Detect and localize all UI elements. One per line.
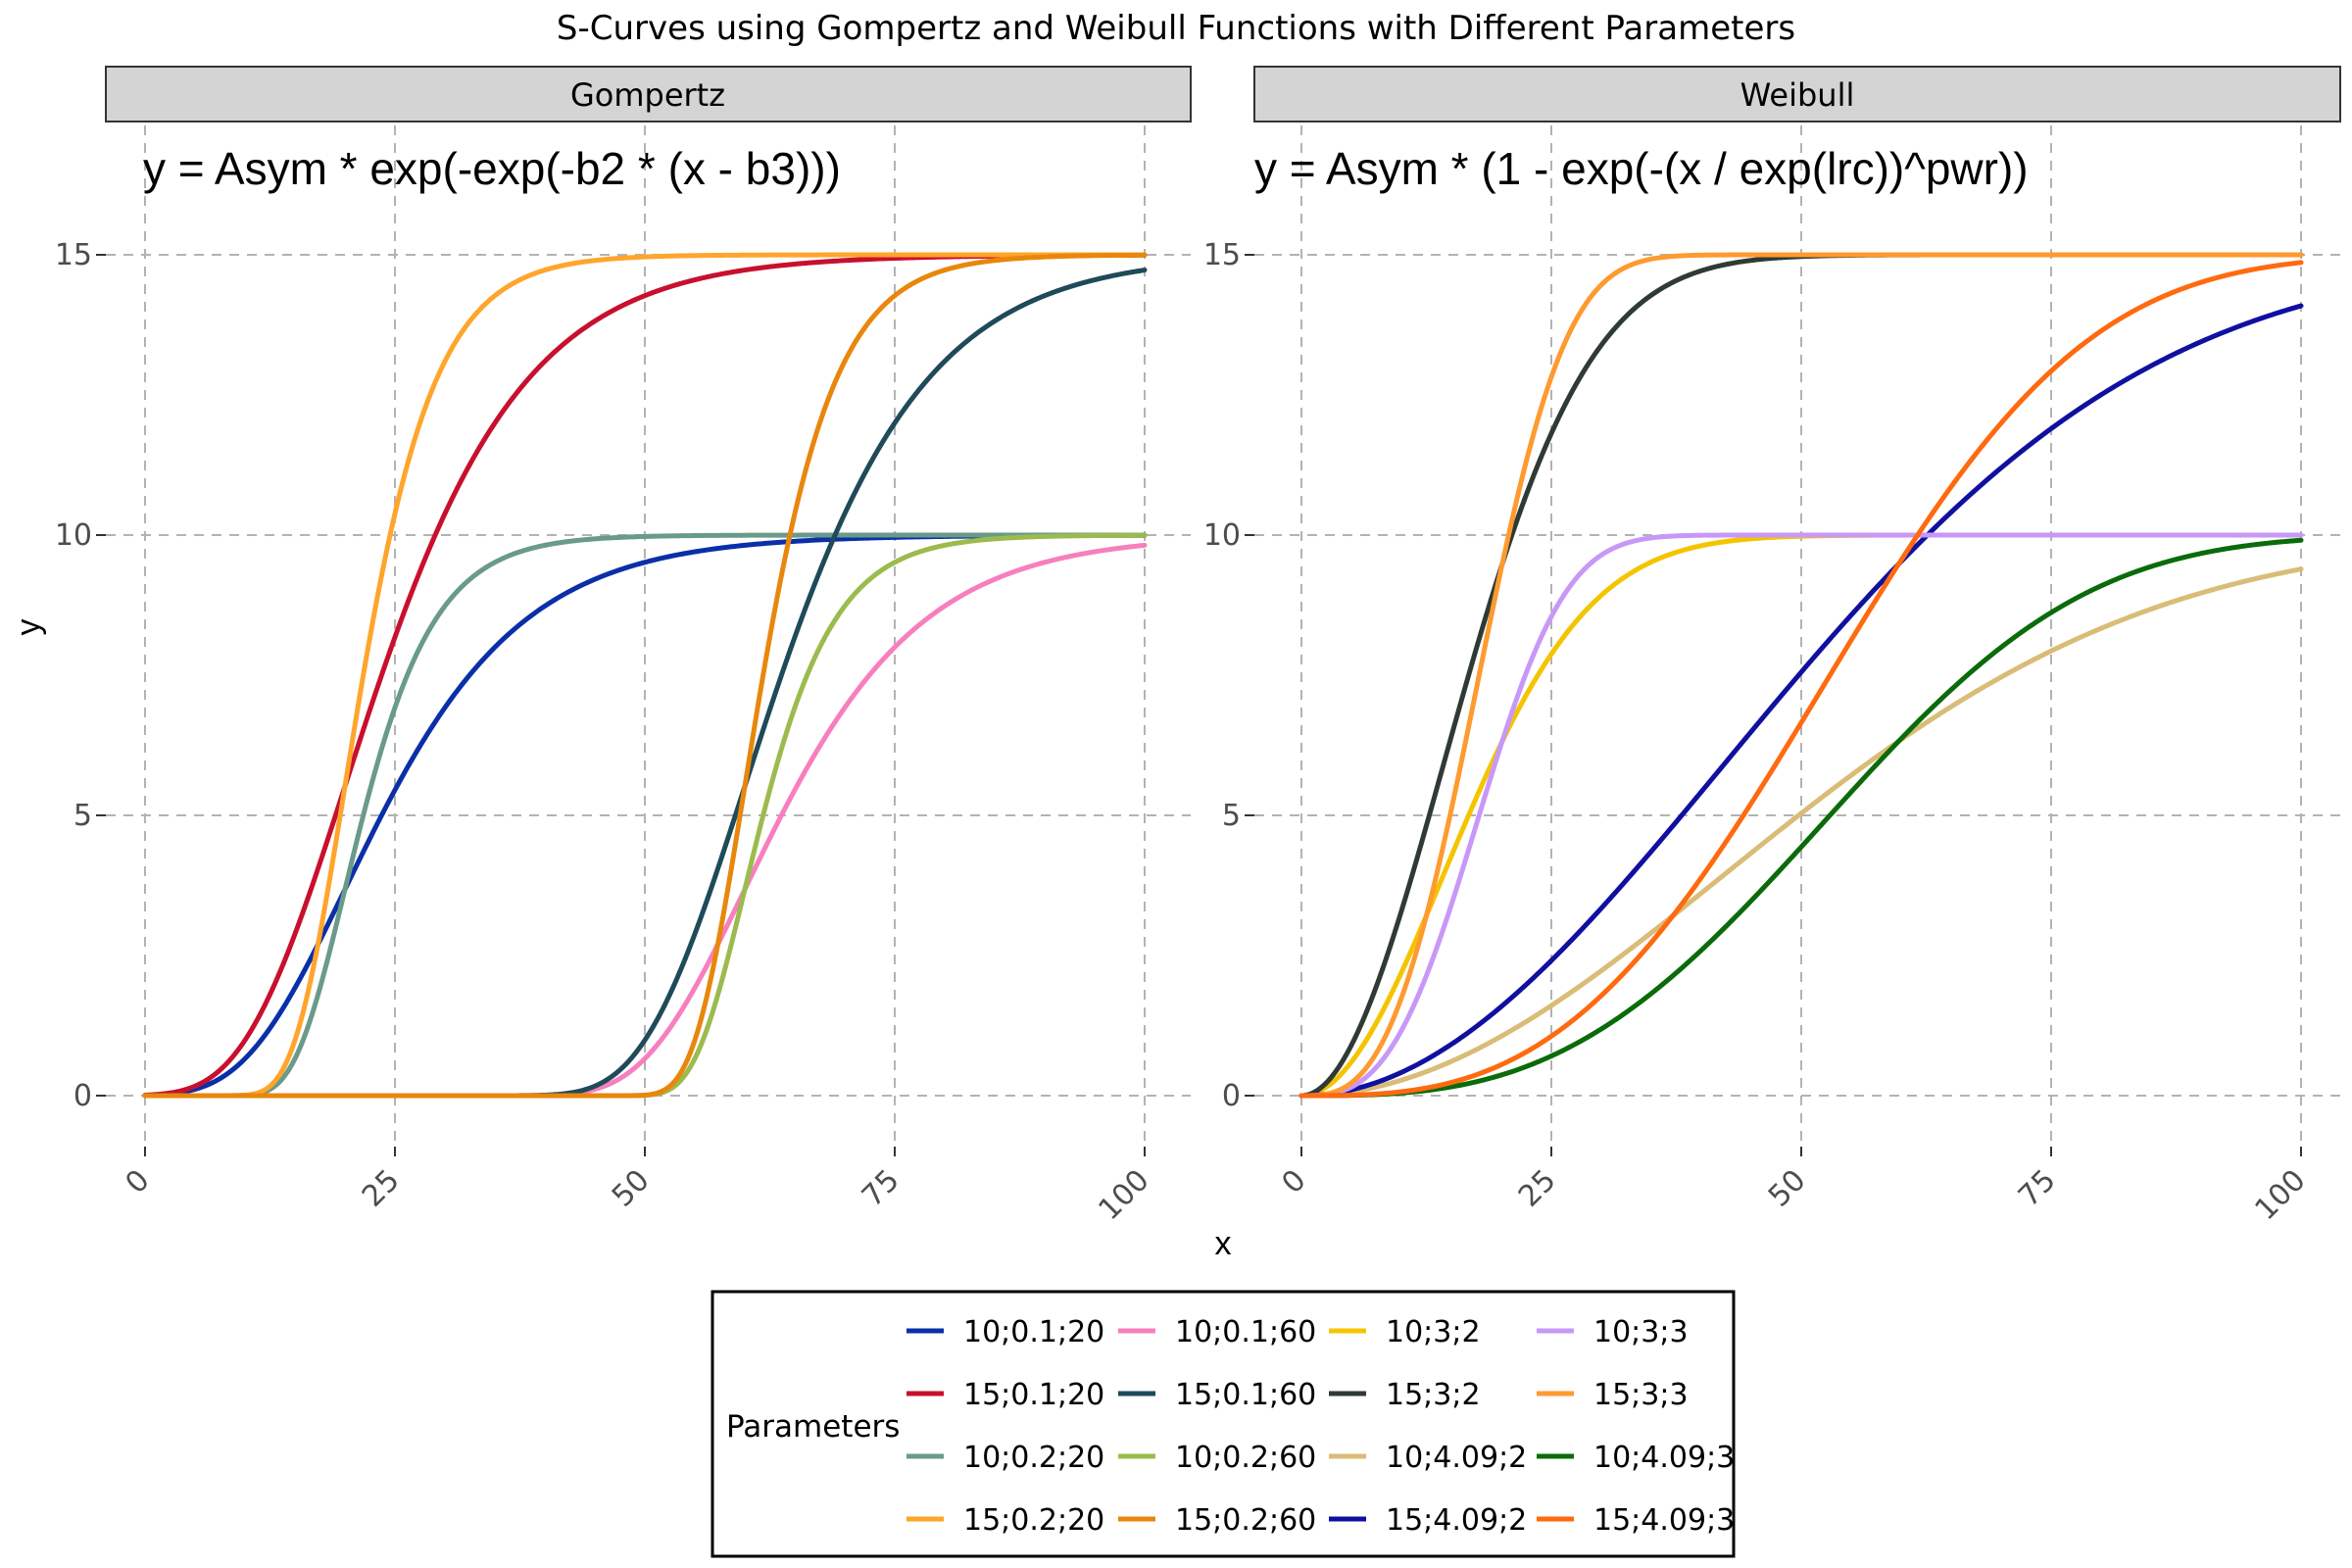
panel-strip-weibull bbox=[1253, 66, 2341, 122]
legend-label: 10;0.2;60 bbox=[1175, 1441, 1316, 1475]
panel-strip-label-weibull: Weibull bbox=[1740, 76, 1855, 114]
formula-gompertz: y = Asym * exp(-exp(-b2 * (x - b3))) bbox=[143, 143, 841, 194]
series-line-15-4-09-3 bbox=[1298, 260, 2304, 1099]
x-tick-label: 25 bbox=[1512, 1163, 1563, 1214]
y-tick-label: 10 bbox=[55, 518, 92, 553]
series-line-15-4-09-2 bbox=[1298, 303, 2304, 1099]
x-tick-label: 100 bbox=[1092, 1163, 1155, 1227]
y-tick-label: 5 bbox=[74, 799, 92, 833]
series-line-15-0-2-60 bbox=[142, 252, 1148, 1099]
y-tick-label: 5 bbox=[1222, 799, 1241, 833]
x-tick-label: 25 bbox=[356, 1163, 407, 1214]
y-tick-label: 10 bbox=[1203, 518, 1241, 553]
x-tick-label: 0 bbox=[119, 1163, 156, 1200]
gridlines-weibull bbox=[1254, 125, 2340, 1147]
x-tick-label: 75 bbox=[2012, 1163, 2063, 1214]
legend-entries: 10;0.1;20 15;0.1;20 10;0.2;20 15;0.2;20 10;0… bbox=[906, 1315, 1735, 1538]
legend: Parameters 10;0.1;20 15;0.1;20 10;0.2;20 15… bbox=[710, 1290, 1736, 1558]
panel-strip-gompertz bbox=[105, 66, 1192, 122]
series-line-10-3-3 bbox=[1298, 532, 2304, 1099]
legend-label: 15;3;2 bbox=[1386, 1378, 1481, 1412]
x-tick-label: 100 bbox=[2248, 1163, 2312, 1227]
legend-label: 10;4.09;2 bbox=[1386, 1441, 1527, 1475]
y-tick-label: 0 bbox=[74, 1079, 92, 1113]
legend-label: 10;0.2;20 bbox=[963, 1441, 1104, 1475]
y-tick-label: 0 bbox=[1222, 1079, 1241, 1113]
legend-label: 10;4.09;3 bbox=[1593, 1441, 1735, 1475]
panel-weibull: Weibull 0 25 50 75 100 0 5 10 15 y = Asym * (1 -… bbox=[1203, 66, 2341, 1227]
legend-label: 15;0.1;20 bbox=[963, 1378, 1104, 1412]
x-tick-label: 75 bbox=[856, 1163, 906, 1214]
legend-label: 15;4.09;2 bbox=[1386, 1503, 1527, 1538]
legend-label: 15;0.1;60 bbox=[1175, 1378, 1316, 1412]
panel-strip-label-gompertz: Gompertz bbox=[570, 76, 725, 114]
x-tick-label: 50 bbox=[606, 1163, 657, 1214]
x-tick-label: 0 bbox=[1275, 1163, 1312, 1200]
legend-label: 10;3;3 bbox=[1593, 1315, 1689, 1349]
series-line-15-3-3 bbox=[1298, 252, 2304, 1099]
legend-label: 15;4.09;3 bbox=[1593, 1503, 1735, 1538]
series-line-10-0-2-20 bbox=[142, 532, 1148, 1099]
y-tick-label: 15 bbox=[55, 238, 92, 272]
legend-label: 10;3;2 bbox=[1386, 1315, 1481, 1349]
series-group-weibull bbox=[1298, 252, 2304, 1099]
series-group-gompertz bbox=[142, 252, 1148, 1099]
legend-label: 15;0.2;60 bbox=[1175, 1503, 1316, 1538]
chart-title: S-Curves using Gompertz and Weibull Func… bbox=[557, 9, 1795, 48]
x-axis-label: x bbox=[1215, 1225, 1232, 1262]
legend-box bbox=[710, 1290, 1736, 1558]
axis-ticks-weibull: 0 25 50 75 100 0 5 10 15 bbox=[1203, 238, 2313, 1227]
series-line-10-4-09-3 bbox=[1298, 537, 2304, 1099]
series-line-15-0-2-20 bbox=[142, 252, 1148, 1099]
legend-title: Parameters bbox=[726, 1409, 900, 1445]
formula-weibull: y = Asym * (1 - exp(-(x / exp(lrc))^pwr)… bbox=[1254, 143, 2029, 194]
x-tick-label: 50 bbox=[1762, 1163, 1813, 1214]
legend-label: 10;0.1;20 bbox=[963, 1315, 1104, 1349]
legend-label: 15;0.2;20 bbox=[963, 1503, 1104, 1538]
series-line-10-4-09-2 bbox=[1298, 566, 2304, 1099]
legend-label: 15;3;3 bbox=[1593, 1378, 1689, 1412]
y-axis-label: y bbox=[10, 619, 47, 636]
panel-gompertz: Gompertz 0 25 50 75 100 0 5 10 15 y = Asym * exp… bbox=[55, 66, 1192, 1227]
y-tick-label: 15 bbox=[1203, 238, 1241, 272]
legend-label: 10;0.1;60 bbox=[1175, 1315, 1316, 1349]
